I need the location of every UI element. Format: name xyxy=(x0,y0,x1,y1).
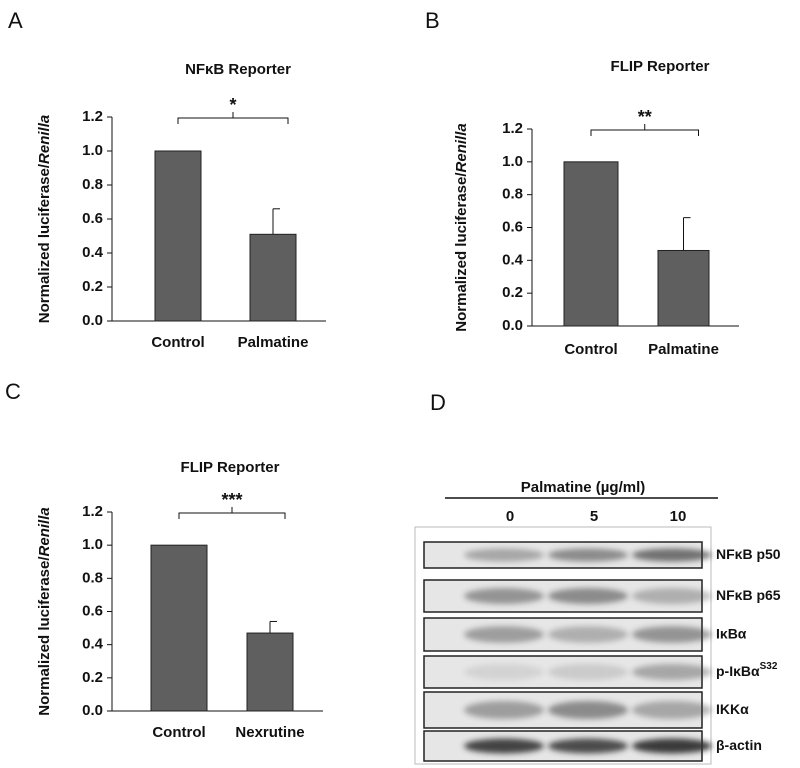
band xyxy=(464,588,544,604)
y-axis-label: Normalized luciferase/Renilla xyxy=(453,123,470,331)
significance: ** xyxy=(638,107,652,127)
y-tick-label: 1.0 xyxy=(82,536,103,553)
y-tick-label: 0.4 xyxy=(82,636,104,653)
band xyxy=(548,626,628,643)
y-axis-label-part: Renilla xyxy=(36,507,53,556)
band xyxy=(548,738,628,754)
dose-label: 0 xyxy=(506,508,514,525)
panel-label: C xyxy=(5,379,21,404)
bar xyxy=(249,233,297,322)
row-label-text: β-actin xyxy=(716,737,762,753)
y-tick-label: 0.0 xyxy=(82,702,103,719)
row-label: NFκB p65 xyxy=(716,587,781,603)
bar xyxy=(563,161,619,327)
y-axis-label-part: Renilla xyxy=(453,123,470,172)
band xyxy=(464,664,544,680)
y-tick-label: 0.8 xyxy=(502,186,523,203)
significance-bracket xyxy=(178,512,286,519)
dose-label: 5 xyxy=(590,508,598,525)
band xyxy=(464,738,544,754)
row-label: NFκB p50 xyxy=(716,546,781,562)
y-axis-label: Normalized luciferase/Renilla xyxy=(36,507,53,715)
y-tick-label: 0.0 xyxy=(82,312,103,329)
row-label-sup: S32 xyxy=(760,661,778,672)
band xyxy=(548,701,628,719)
band xyxy=(464,626,544,643)
band xyxy=(632,738,712,754)
y-tick-label: 0.2 xyxy=(82,278,103,295)
blot-frame xyxy=(414,526,712,765)
y-tick-label: 1.0 xyxy=(502,153,523,170)
y-axis-label: Normalized luciferase/Renilla xyxy=(36,115,53,323)
panel-label: B xyxy=(425,8,440,33)
y-tick-label: 0.0 xyxy=(502,317,523,334)
bar xyxy=(657,249,710,327)
panel-label: A xyxy=(8,8,23,33)
band xyxy=(632,626,712,643)
x-tick-label: Control xyxy=(151,334,204,351)
band xyxy=(464,701,544,719)
y-tick-label: 0.2 xyxy=(502,284,523,301)
x-tick-label: Palmatine xyxy=(238,334,309,351)
bar xyxy=(150,544,208,712)
x-tick-label: Palmatine xyxy=(648,341,719,358)
significance-bracket xyxy=(177,117,289,124)
y-axis-label-part: Normalized luciferase/ xyxy=(36,556,53,716)
chart-title: FLIP Reporter xyxy=(611,58,710,75)
dose-label: 10 xyxy=(670,508,687,525)
bar xyxy=(154,150,202,322)
band xyxy=(548,588,628,604)
panel-label: D xyxy=(430,390,446,415)
band xyxy=(632,664,712,680)
significance: *** xyxy=(221,490,242,510)
row-label-text: NFκB p50 xyxy=(716,546,781,562)
y-tick-label: 0.2 xyxy=(82,669,103,686)
row-label: β-actin xyxy=(716,737,762,753)
y-tick-label: 1.2 xyxy=(82,108,103,125)
y-axis-label-part: Normalized luciferase/ xyxy=(453,172,470,332)
band xyxy=(632,548,712,562)
significance-bracket xyxy=(590,129,699,136)
x-tick-label: Nexrutine xyxy=(235,724,304,741)
band xyxy=(632,588,712,604)
row-label: IκBα xyxy=(716,625,747,641)
band xyxy=(548,548,628,562)
row-label-text: IκBα xyxy=(716,625,747,641)
bar xyxy=(246,632,294,712)
x-tick-label: Control xyxy=(152,724,205,741)
row-label-text: p-IκBα xyxy=(716,663,760,679)
row-label-text: NFκB p65 xyxy=(716,587,781,603)
row-label-text: IKKα xyxy=(716,701,749,717)
chart-title: FLIP Reporter xyxy=(181,459,280,476)
y-tick-label: 1.2 xyxy=(82,503,103,520)
y-axis-label-part: Renilla xyxy=(36,115,53,164)
y-tick-label: 0.4 xyxy=(82,244,104,261)
row-label: p-IκBαS32 xyxy=(716,661,778,679)
y-axis-label-part: Normalized luciferase/ xyxy=(36,163,53,323)
chart-title: NFκB Reporter xyxy=(185,61,291,78)
y-tick-label: 0.8 xyxy=(82,176,103,193)
y-tick-label: 0.4 xyxy=(502,251,524,268)
band xyxy=(632,701,712,719)
band xyxy=(548,664,628,680)
significance: * xyxy=(229,95,236,115)
y-tick-label: 0.6 xyxy=(502,218,523,235)
blot-title: Palmatine (µg/ml) xyxy=(521,479,646,496)
y-tick-label: 1.0 xyxy=(82,142,103,159)
y-tick-label: 1.2 xyxy=(502,120,523,137)
y-tick-label: 0.6 xyxy=(82,210,103,227)
row-label: IKKα xyxy=(716,701,749,717)
y-tick-label: 0.6 xyxy=(82,602,103,619)
y-tick-label: 0.8 xyxy=(82,569,103,586)
band xyxy=(464,548,544,562)
x-tick-label: Control xyxy=(564,341,617,358)
